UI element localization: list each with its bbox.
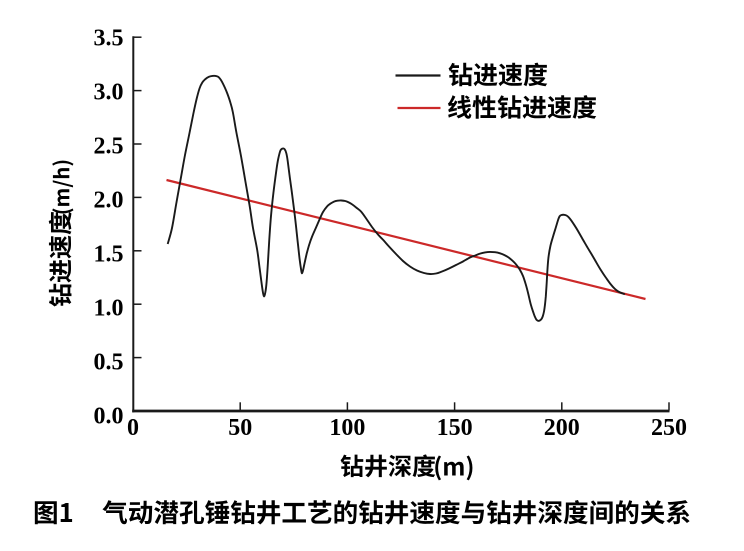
svg-text:2.0: 2.0 — [94, 188, 124, 214]
svg-text:0.0: 0.0 — [94, 404, 124, 430]
svg-text:250: 250 — [651, 415, 687, 441]
svg-text:50: 50 — [228, 415, 252, 441]
svg-text:0: 0 — [127, 415, 139, 441]
svg-text:2.5: 2.5 — [94, 133, 124, 159]
svg-text:1.5: 1.5 — [94, 242, 124, 268]
svg-text:3.5: 3.5 — [94, 25, 124, 51]
svg-text:0.5: 0.5 — [94, 350, 124, 376]
svg-text:150: 150 — [437, 415, 473, 441]
svg-text:200: 200 — [544, 415, 580, 441]
svg-text:1.0: 1.0 — [94, 296, 124, 322]
svg-text:3.0: 3.0 — [94, 79, 124, 105]
svg-text:100: 100 — [329, 415, 365, 441]
